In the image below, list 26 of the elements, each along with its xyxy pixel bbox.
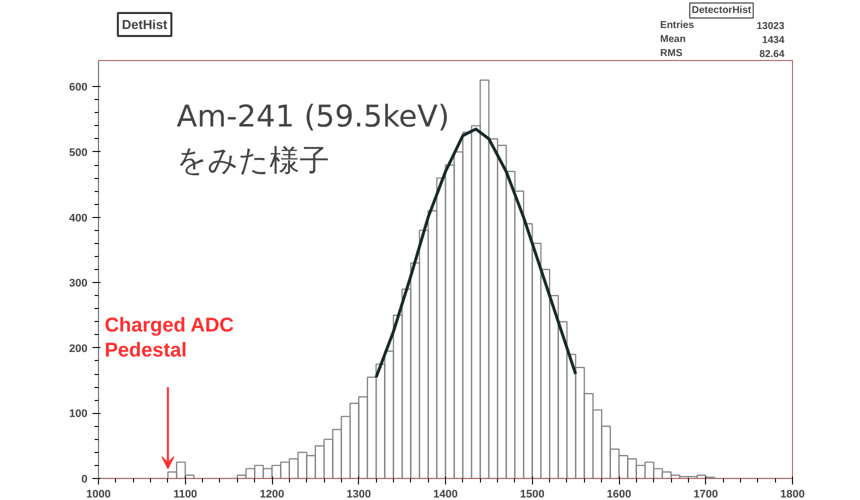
x-tick-label: 1800 [780, 488, 805, 500]
x-tick-label: 1300 [346, 488, 371, 500]
y-tick-label: 100 [69, 408, 88, 420]
x-tick-label: 1600 [606, 488, 632, 500]
x-tick-label: 1700 [694, 488, 718, 500]
x-tick-label: 1400 [433, 488, 458, 500]
y-tick-label: 500 [69, 146, 88, 159]
text: 1434 [762, 35, 785, 46]
y-tick-label: 0 [81, 474, 88, 486]
x-tick-label: 1000 [86, 488, 111, 500]
text: 82.64 [759, 49, 785, 60]
text: 13023 [756, 21, 785, 32]
y-tick-label: 300 [69, 278, 88, 290]
x-tick-label: 1500 [520, 488, 544, 500]
text: Entries [660, 20, 694, 31]
y-tick-label: 600 [69, 82, 88, 94]
annotation: Am-241 (59.5keV) をみた様子 [176, 100, 450, 178]
y-tick-label: 200 [69, 342, 88, 355]
y-tick-label: 400 [69, 212, 88, 224]
text: DetectorHist [692, 5, 752, 16]
annotation: Charged ADC Pedestal [104, 314, 234, 362]
text: RMS [660, 48, 683, 59]
x-tick-label: 1100 [173, 488, 198, 500]
chart-title: DetHist [122, 17, 168, 32]
text: Mean [660, 34, 686, 45]
x-tick-label: 1200 [260, 488, 284, 500]
